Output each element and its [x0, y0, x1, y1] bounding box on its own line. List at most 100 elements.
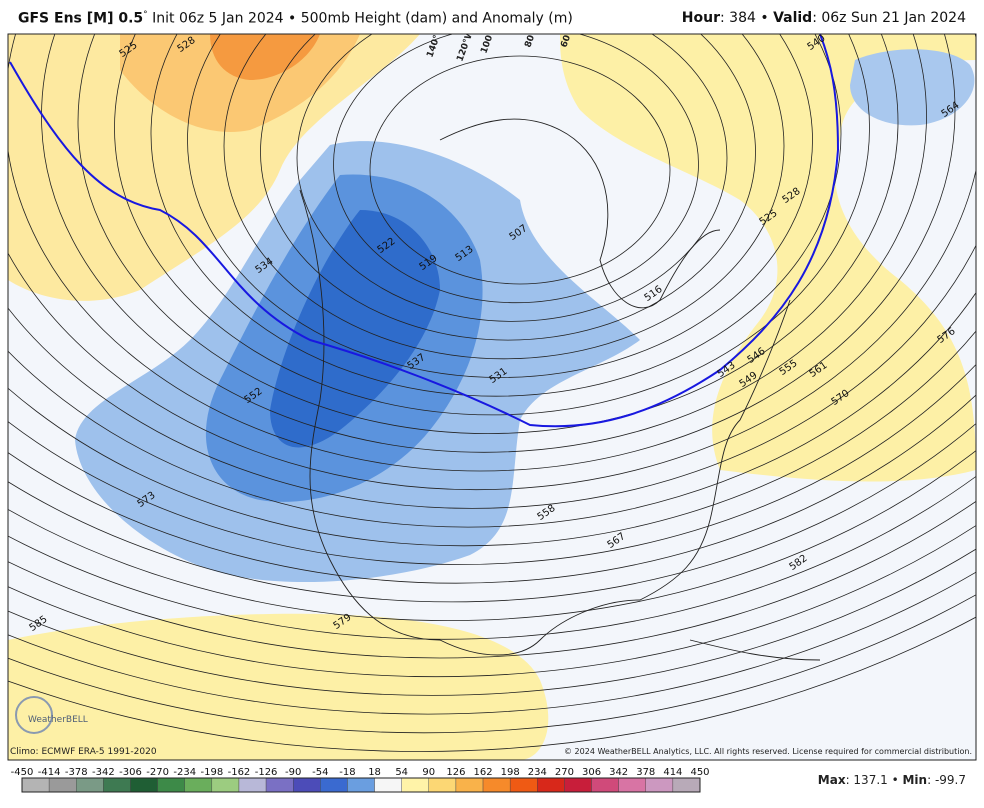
colorbar-tick-label: -306 [119, 767, 142, 778]
colorbar-swatch [374, 777, 402, 793]
colorbar-swatch [509, 777, 538, 793]
logo-swirl [15, 696, 53, 734]
colorbar-swatch [672, 777, 701, 793]
colorbar-swatch [320, 777, 348, 793]
anomaly-yellow-east [560, 34, 976, 482]
height-contours [8, 34, 976, 752]
colorbar-swatch [157, 777, 185, 793]
description: Init 06z 5 Jan 2024 • 500mb Height (dam)… [147, 10, 573, 27]
contour-line [8, 330, 976, 547]
colorbar-tick-label: 378 [636, 767, 655, 778]
colorbar-swatch [130, 777, 158, 793]
contour-line [8, 524, 976, 677]
contour-line [296, 34, 728, 322]
colorbar-tick-label: -54 [312, 767, 328, 778]
colorbar-swatch [428, 777, 457, 793]
contour-line [260, 34, 756, 341]
contour-line [77, 34, 899, 434]
contour-line [41, 34, 927, 453]
header-right: Hour: 384 • Valid: 06z Sun 21 Jan 2024 [682, 10, 966, 26]
contour-line [8, 500, 976, 659]
valid-value: : 06z Sun 21 Jan 2024 [812, 10, 966, 26]
contour-line [8, 616, 976, 752]
colorbar-tick-label: 90 [422, 767, 435, 778]
colorbar-tick-label: 414 [663, 767, 682, 778]
contour-540 [9, 34, 840, 428]
contour-line [369, 55, 671, 285]
climo: Climo: ECMWF ERA-5 1991-2020 [10, 747, 157, 757]
colorbar-tick-label: -234 [173, 767, 196, 778]
max-min: Max: 137.1 • Min: -99.7 [818, 773, 966, 787]
colorbar-tick-label: -450 [11, 767, 34, 778]
contour-line [8, 363, 976, 565]
map-frame [7, 33, 977, 761]
contour-line [223, 34, 785, 360]
contour-line [150, 34, 842, 397]
colorbar-swatch [265, 777, 294, 793]
contour-line [8, 291, 976, 528]
colorbar-tick-label: 162 [473, 767, 492, 778]
colorbar-tick-label: 18 [368, 767, 381, 778]
colorbar-swatch [103, 777, 131, 793]
colorbar-tick-label: -198 [200, 767, 223, 778]
max-label: Max [817, 773, 846, 787]
colorbar-swatch [482, 777, 511, 793]
min-value: : -99.7 [927, 773, 966, 787]
colorbar-tick-label: -18 [339, 767, 355, 778]
anomaly-orange-core [210, 34, 320, 80]
colorbar-tick-label: -270 [146, 767, 169, 778]
colorbar-swatch [238, 777, 267, 793]
contour-line [114, 34, 870, 416]
contour-line [8, 449, 976, 621]
valid-label: Valid [773, 10, 813, 26]
anomaly-blue-atlantic [850, 49, 975, 126]
header-left: GFS Ens [M] 0.5° Init 06z 5 Jan 2024 • 5… [18, 10, 573, 27]
hour-value: : 384 • [720, 10, 774, 26]
colorbar-tick-label: 126 [446, 767, 465, 778]
colorbar-tick-label: -342 [92, 767, 115, 778]
colorbar-tick-label: 306 [582, 767, 601, 778]
colorbar-swatch [293, 777, 321, 793]
logo: WeatherBELL [28, 715, 88, 725]
contour-line [8, 34, 976, 490]
colorbar-swatch [537, 777, 565, 793]
colorbar-swatch [645, 777, 674, 793]
colorbar-tick-label: 270 [555, 767, 574, 778]
contour-line [333, 34, 699, 304]
colorbar-swatch [618, 777, 646, 793]
contour-line [8, 571, 976, 715]
contour-line [8, 548, 976, 696]
colorbar-swatch [48, 777, 77, 793]
colorbar-swatch [347, 777, 375, 793]
contour-line [8, 594, 976, 733]
colorbar-tick-label: 450 [690, 767, 709, 778]
colorbar-swatch [184, 777, 213, 793]
anomaly-yellow [8, 34, 420, 301]
min-label: Min [902, 773, 928, 787]
colorbar-swatch [564, 777, 592, 793]
colorbar-tick-label: -126 [255, 767, 278, 778]
contour-line [8, 394, 976, 584]
colorbar-tick-label: 54 [395, 767, 408, 778]
colorbar-swatch [21, 777, 50, 793]
colorbar-frame [21, 777, 701, 793]
max-value: : 137.1 • [845, 773, 903, 787]
contour-line [8, 34, 956, 472]
hour-label: Hour [681, 10, 721, 26]
colorbar-swatch [211, 777, 240, 793]
colorbar-tick-label: 234 [528, 767, 547, 778]
contour-line [8, 244, 976, 509]
model: GFS Ens [M] 0.5 [18, 10, 144, 27]
colorbar-tick-label: -162 [228, 767, 251, 778]
colorbar-swatch [401, 777, 429, 793]
colorbar-tick-label: 198 [501, 767, 520, 778]
degree: ° [143, 10, 148, 20]
colorbar-swatch [591, 777, 619, 793]
colorbar-tick-label: -378 [65, 767, 88, 778]
colorbar-tick-label: -90 [285, 767, 301, 778]
colorbar-tick-label: 342 [609, 767, 628, 778]
colorbar-swatch [455, 777, 484, 793]
